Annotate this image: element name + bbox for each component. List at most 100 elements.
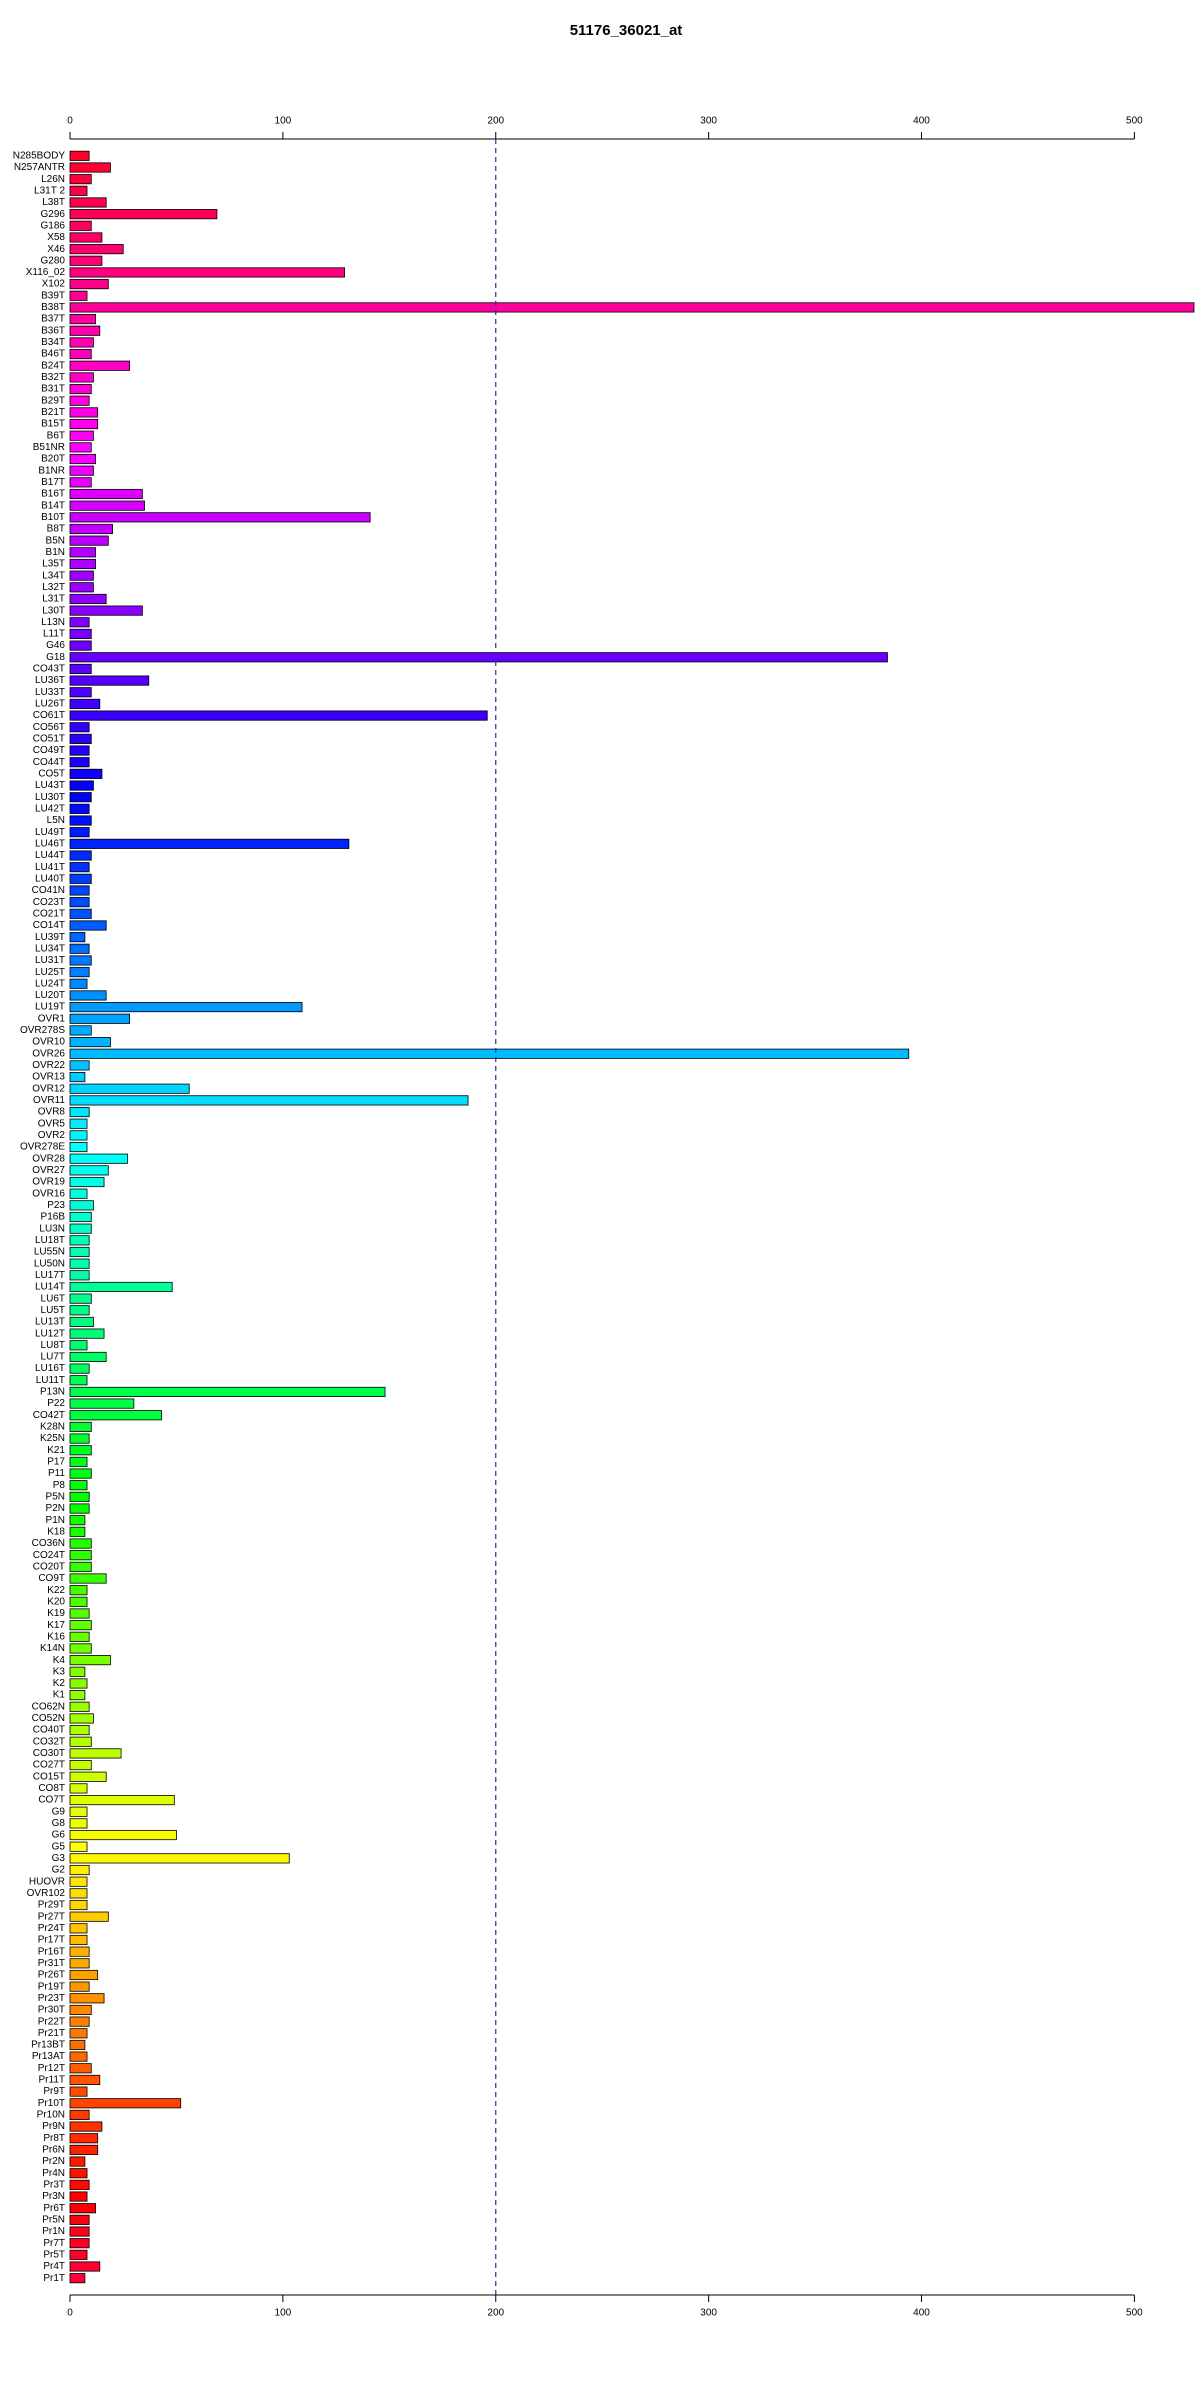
- y-tick-label: G296: [41, 209, 66, 220]
- y-tick-label: CO14T: [33, 920, 65, 931]
- bar: [69, 314, 96, 325]
- y-tick-label: LU50N: [34, 1258, 65, 1269]
- bar: [69, 1853, 290, 1864]
- y-tick-label: LU46T: [35, 838, 65, 849]
- bar: [69, 383, 92, 395]
- y-tick-label: Pr23T: [38, 1993, 65, 2004]
- bar: [69, 1899, 88, 1911]
- y-tick-label: B6T: [47, 430, 65, 441]
- bar: [69, 2214, 90, 2225]
- bar: [69, 302, 1195, 313]
- y-tick-label: K16: [47, 1631, 65, 1642]
- y-tick-label: LU33T: [35, 687, 65, 698]
- y-tick-label: Pr1T: [43, 2273, 65, 2284]
- bar: [69, 1060, 90, 1071]
- bar: [69, 1864, 90, 1876]
- y-tick-label: K20: [47, 1596, 65, 1607]
- y-tick-label: CO51T: [33, 734, 65, 745]
- bar: [69, 1456, 88, 1467]
- x-tick-label: 100: [275, 2308, 292, 2319]
- y-tick-label: L26N: [41, 174, 65, 185]
- y-tick-label: L30T: [42, 605, 65, 616]
- bar: [69, 1655, 111, 1666]
- bar: [69, 1130, 88, 1141]
- y-tick-label: G3: [52, 1853, 66, 1864]
- bar: [69, 873, 92, 884]
- bar: [69, 617, 90, 628]
- y-tick-label: OVR278E: [20, 1142, 65, 1153]
- bar: [69, 512, 371, 523]
- y-tick-label: LU12T: [35, 1328, 65, 1339]
- y-tick-label: Pr13AT: [32, 2051, 65, 2062]
- bar: [69, 1946, 90, 1957]
- y-tick-label: P5N: [46, 1492, 65, 1503]
- y-tick-label: G46: [46, 640, 65, 651]
- bar: [69, 838, 350, 849]
- y-tick-label: K2: [53, 1678, 66, 1689]
- y-tick-label: LU14T: [35, 1282, 65, 1293]
- bar: [69, 2028, 88, 2039]
- y-tick-label: L5N: [47, 815, 65, 826]
- y-tick-label: LU25T: [35, 967, 65, 978]
- y-tick-label: L31T 2: [34, 185, 65, 196]
- x-tick-label: 0: [67, 116, 73, 127]
- bar: [69, 1433, 90, 1444]
- y-tick-label: LU17T: [35, 1270, 65, 1281]
- bar: [69, 1363, 90, 1374]
- bar: [69, 1829, 177, 1841]
- y-tick-label: LU43T: [35, 780, 65, 791]
- y-tick-label: B34T: [41, 337, 65, 348]
- y-tick-label: LU18T: [35, 1235, 65, 1246]
- x-tick-label: 400: [913, 116, 930, 127]
- bar: [69, 908, 92, 919]
- bar: [69, 2238, 90, 2249]
- y-tick-label: P11: [48, 1468, 65, 1479]
- bar: [69, 1118, 88, 1129]
- bar: [69, 803, 90, 814]
- y-tick-label: CO5T: [38, 769, 65, 780]
- y-tick-label: LU31T: [35, 955, 65, 966]
- y-tick-label: B37T: [41, 314, 65, 325]
- bar: [69, 2168, 88, 2179]
- bar: [69, 453, 96, 465]
- bar: [69, 209, 218, 220]
- y-tick-label: K3: [53, 1666, 66, 1677]
- bar: [69, 675, 150, 686]
- y-tick-label: Pr11T: [39, 2075, 66, 2086]
- y-tick-label: CO30T: [33, 1748, 65, 1759]
- y-tick-label: CO7T: [38, 1795, 65, 1806]
- bar: [69, 1188, 88, 1199]
- y-tick-label: P23: [47, 1200, 65, 1211]
- bar: [69, 523, 113, 535]
- bar: [69, 1981, 90, 1992]
- y-tick-label: B14T: [41, 500, 65, 511]
- y-tick-label: CO56T: [33, 722, 65, 733]
- bar: [69, 2074, 101, 2085]
- bar: [69, 897, 90, 908]
- bar: [69, 255, 103, 266]
- bar: [69, 1223, 92, 1234]
- x-tick-label: 300: [700, 2308, 717, 2319]
- y-tick-label: Pr13BT: [31, 2040, 65, 2051]
- y-tick-label: Pr7T: [43, 2238, 65, 2249]
- y-tick-label: CO36N: [32, 1538, 65, 1549]
- bar: [69, 1841, 88, 1852]
- x-tick-label: 100: [275, 116, 292, 127]
- y-tick-label: G280: [41, 255, 66, 266]
- y-tick-label: Pr8T: [43, 2133, 65, 2144]
- y-tick-label: CO8T: [38, 1783, 65, 1794]
- bar: [69, 1270, 90, 1281]
- bar: [69, 815, 92, 826]
- bar: [69, 1375, 88, 1386]
- bar: [69, 1141, 88, 1153]
- bar: [69, 2179, 90, 2190]
- y-tick-label: Pr4N: [42, 2168, 65, 2179]
- bar: [69, 349, 92, 360]
- y-tick-label: Pr30T: [38, 2005, 65, 2016]
- bar: [69, 1993, 105, 2004]
- y-tick-label: Pr22T: [38, 2016, 65, 2027]
- bar: [69, 220, 92, 231]
- bar: [69, 1911, 109, 1922]
- bar: [69, 1072, 86, 1083]
- bar: [69, 1748, 122, 1759]
